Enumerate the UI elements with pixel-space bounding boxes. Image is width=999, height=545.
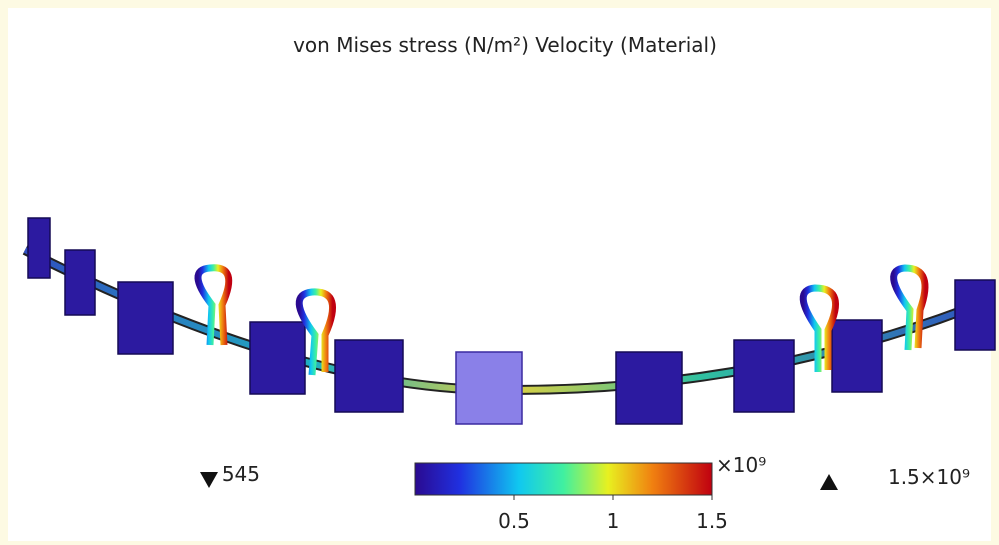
- colorbar-tick-label: 1.5: [696, 509, 728, 533]
- colorbar-tick-label: 1: [607, 509, 620, 533]
- max-marker: [820, 474, 838, 490]
- min-marker: [200, 472, 218, 488]
- min-label: 545: [222, 462, 260, 486]
- colorbar: [414, 462, 713, 496]
- multiplier: ×10⁹: [716, 453, 766, 477]
- model: [22, 217, 996, 425]
- max-label: 1.5×10⁹: [888, 465, 970, 489]
- colorbar-tick-label: 0.5: [498, 509, 530, 533]
- panel: [8, 8, 991, 541]
- title: von Mises stress (N/m²) Velocity (Materi…: [293, 33, 717, 57]
